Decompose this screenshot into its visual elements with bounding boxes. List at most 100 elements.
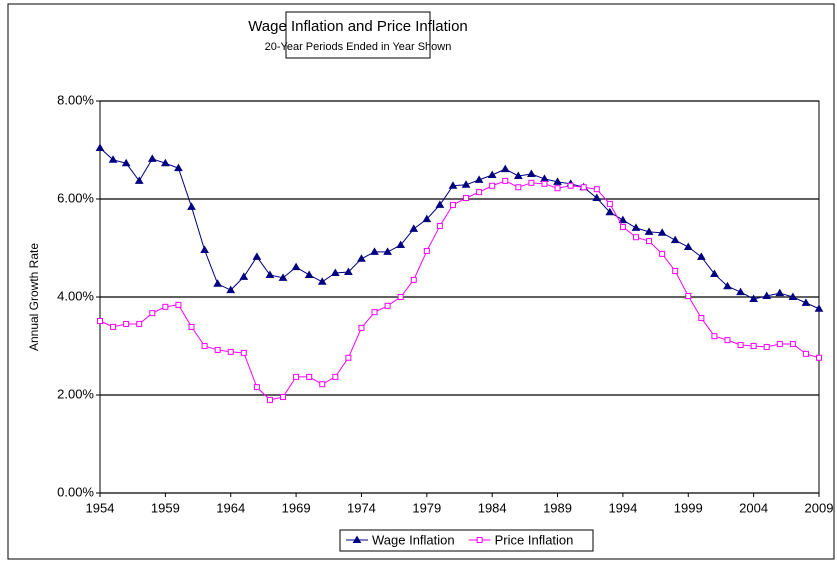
marker xyxy=(513,171,523,179)
marker xyxy=(332,373,339,380)
marker xyxy=(463,195,470,202)
marker xyxy=(253,384,260,391)
marker xyxy=(252,252,262,260)
x-tick-label: 1964 xyxy=(216,500,245,515)
marker xyxy=(136,320,143,327)
marker xyxy=(487,170,497,178)
y-tick-label: 0.00% xyxy=(57,484,94,499)
y-tick-label: 4.00% xyxy=(57,288,94,303)
marker xyxy=(802,350,809,357)
marker xyxy=(762,291,772,300)
marker xyxy=(646,238,653,245)
marker xyxy=(330,268,340,276)
legend-marker xyxy=(476,537,483,543)
marker xyxy=(147,154,157,162)
marker xyxy=(410,276,417,283)
y-tick-label: 8.00% xyxy=(57,92,94,107)
marker xyxy=(293,373,300,380)
marker xyxy=(371,309,378,316)
legend-marker xyxy=(352,535,362,543)
marker xyxy=(659,250,666,257)
marker xyxy=(775,288,785,297)
marker xyxy=(396,240,406,249)
marker xyxy=(278,273,288,281)
chart-title: Wage Inflation and Price Inflation xyxy=(248,18,468,35)
marker xyxy=(737,342,744,349)
marker xyxy=(344,267,353,276)
marker xyxy=(358,324,365,331)
marker xyxy=(605,207,615,216)
marker xyxy=(644,227,654,235)
marker xyxy=(814,304,824,312)
legend-label: Price Inflation xyxy=(495,532,574,547)
marker xyxy=(306,373,313,380)
legend: Wage Inflation Price Inflation xyxy=(339,529,594,552)
y-tick-label: 6.00% xyxy=(57,190,94,205)
marker xyxy=(108,155,118,163)
marker xyxy=(515,184,522,191)
x-tick-label: 2004 xyxy=(739,500,768,515)
marker xyxy=(397,294,404,300)
marker xyxy=(370,247,379,255)
marker xyxy=(710,269,719,277)
marker xyxy=(527,169,536,178)
marker xyxy=(724,337,731,344)
x-tick-label: 1999 xyxy=(674,500,703,515)
marker xyxy=(449,201,456,208)
marker xyxy=(670,235,680,244)
marker xyxy=(788,292,798,300)
marker xyxy=(619,223,626,230)
marker xyxy=(736,287,745,296)
marker xyxy=(280,393,287,400)
marker xyxy=(711,333,718,340)
marker xyxy=(698,315,705,322)
marker xyxy=(528,179,535,186)
marker xyxy=(474,175,484,183)
marker xyxy=(502,177,509,184)
marker xyxy=(149,310,156,317)
marker xyxy=(435,200,445,208)
marker xyxy=(567,182,574,189)
marker xyxy=(317,277,327,285)
marker xyxy=(240,349,247,356)
title-box xyxy=(285,11,431,59)
marker xyxy=(174,163,183,172)
marker xyxy=(162,303,169,310)
marker xyxy=(175,301,182,308)
marker xyxy=(618,215,628,224)
marker xyxy=(541,180,548,187)
y-axis-label: Annual Growth Rate xyxy=(27,243,41,351)
marker xyxy=(489,182,496,189)
marker xyxy=(750,343,757,349)
marker xyxy=(409,224,419,232)
marker xyxy=(749,294,759,302)
y-tick-label: 2.00% xyxy=(57,386,94,401)
marker xyxy=(632,234,639,241)
marker xyxy=(266,396,273,403)
marker xyxy=(213,279,223,287)
marker xyxy=(214,346,221,353)
x-tick-label: 1989 xyxy=(543,500,572,515)
chart-subtitle: 20-Year Periods Ended in Year Shown xyxy=(265,41,452,53)
marker xyxy=(291,262,301,271)
marker xyxy=(97,318,103,325)
marker xyxy=(448,181,458,189)
marker xyxy=(592,193,602,202)
marker xyxy=(357,254,366,262)
marker xyxy=(160,158,170,167)
x-tick-label: 1954 xyxy=(86,500,115,515)
marker xyxy=(657,228,667,236)
x-tick-label: 1974 xyxy=(347,500,376,515)
x-tick-label: 1979 xyxy=(412,500,441,515)
marker xyxy=(304,270,314,278)
marker xyxy=(110,323,117,330)
marker xyxy=(816,354,822,361)
marker xyxy=(500,164,510,173)
legend-box xyxy=(339,529,594,552)
marker xyxy=(226,285,236,294)
marker xyxy=(436,222,443,229)
marker xyxy=(383,247,392,255)
marker xyxy=(265,270,275,278)
